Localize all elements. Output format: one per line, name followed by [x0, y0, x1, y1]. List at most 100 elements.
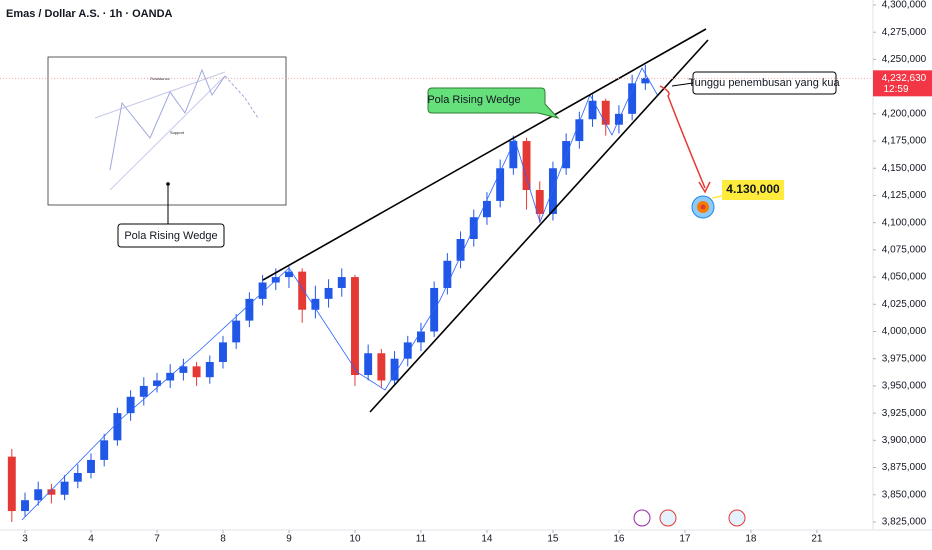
candle-body	[641, 77, 650, 84]
candle-body	[258, 282, 267, 299]
candle-body	[139, 385, 148, 397]
zigzag-line	[21, 67, 659, 521]
candle-body	[522, 141, 531, 191]
y-tick-label: 3,975,000	[882, 353, 927, 364]
event-icon	[633, 509, 651, 527]
wedge-callout	[427, 87, 560, 119]
inset-resistance: Resistance	[150, 76, 171, 81]
x-tick-label: 21	[811, 534, 823, 545]
candle-body	[311, 298, 320, 310]
candle-body	[179, 366, 188, 373]
candle-body	[126, 396, 135, 414]
y-tick-label: 4,100,000	[882, 217, 927, 228]
inset-resistance-line	[94, 71, 226, 119]
x-tick-label: 8	[220, 534, 226, 545]
y-tick-label: 4,125,000	[882, 190, 927, 201]
x-tick-label: 16	[613, 534, 625, 545]
y-tick-label: 4,275,000	[882, 27, 927, 38]
breakout-note: Tunggu penembusan yang kua	[688, 77, 840, 89]
y-tick-label: 3,950,000	[882, 381, 927, 392]
candle-body	[351, 277, 359, 376]
candle-body	[575, 119, 584, 142]
y-tick-label: 4,150,000	[882, 163, 927, 174]
candle-body	[377, 353, 386, 381]
inset-zigzag	[109, 68, 226, 171]
y-tick-label: 4,250,000	[882, 54, 927, 65]
candle-body	[285, 271, 293, 278]
candle-body	[232, 320, 241, 343]
candle-body	[87, 459, 95, 473]
candle-body	[298, 271, 307, 310]
y-tick-label: 4,200,000	[882, 108, 927, 119]
us-flag-icon	[659, 509, 677, 527]
breakout-arrow	[659, 85, 706, 189]
candle-body	[509, 141, 518, 169]
wedge-label: Pola Rising Wedge	[427, 94, 520, 106]
inset-projection	[224, 75, 259, 119]
y-tick-label: 4,175,000	[882, 136, 927, 147]
candle-body	[153, 380, 161, 386]
candle-body	[601, 100, 610, 125]
inset-box	[47, 56, 287, 206]
x-tick-label: 9	[286, 534, 292, 545]
target-connector	[711, 195, 723, 199]
candle-body	[482, 200, 491, 218]
candle-body	[456, 238, 465, 261]
candle-body	[337, 277, 346, 288]
y-tick-label: 3,900,000	[882, 435, 927, 446]
chart-title: Emas / Dollar A.S. · 1h · OANDA	[6, 8, 173, 20]
candle-body	[496, 168, 505, 201]
y-tick-label: 4,050,000	[882, 272, 927, 283]
target-center	[700, 204, 706, 210]
y-tick-label: 3,850,000	[882, 489, 927, 500]
x-tick-label: 3	[22, 534, 28, 545]
x-tick-label: 4	[88, 534, 94, 545]
y-tick-label: 4,075,000	[882, 245, 927, 256]
candle-body	[47, 489, 56, 495]
candle-body	[219, 342, 227, 362]
y-tick-label: 3,825,000	[882, 517, 927, 528]
target-box	[722, 180, 784, 201]
y-tick-label: 4,300,000	[882, 0, 927, 11]
y-tick-label: 4,000,000	[882, 326, 927, 337]
arrow-head	[698, 181, 711, 194]
inset-support-line	[109, 75, 226, 191]
candle-body	[390, 358, 399, 381]
candle-body	[166, 372, 175, 381]
candle-body	[100, 440, 109, 460]
x-tick-label: 7	[154, 534, 160, 545]
candle-body	[628, 83, 637, 114]
countdown: 12:59	[883, 84, 908, 95]
x-tick-label: 11	[416, 534, 427, 545]
candle-body	[34, 489, 43, 501]
candle-body	[416, 331, 425, 343]
drawings: Resistance Support Pola Rising Wedge Pol…	[6, 8, 841, 527]
last-price-label: 4,232,630	[882, 73, 927, 84]
inset-label-box	[117, 223, 225, 248]
candle-body	[7, 456, 16, 512]
candle-body	[324, 287, 333, 299]
y-tick-label: 3,875,000	[882, 462, 927, 473]
candle-body	[113, 413, 122, 441]
x-tick-label: 17	[679, 534, 691, 545]
lower-trendline	[369, 39, 709, 413]
candle-body	[443, 260, 452, 288]
candle-body	[588, 100, 597, 120]
note-box	[692, 71, 837, 95]
candle-body	[21, 500, 29, 512]
candle-body	[245, 298, 254, 321]
x-tick-label: 10	[349, 534, 361, 545]
candle-body	[548, 168, 557, 214]
x-tick-label: 18	[745, 534, 757, 545]
inset-label: Pola Rising Wedge	[124, 230, 217, 242]
candle-body	[73, 472, 82, 482]
candle-body	[364, 353, 373, 376]
inset-support: Support	[170, 130, 185, 135]
candles	[7, 64, 650, 522]
candle-body	[205, 361, 214, 378]
upper-trendline	[262, 28, 707, 281]
target-label: 4.130,000	[726, 182, 780, 196]
y-tick-label: 3,925,000	[882, 408, 927, 419]
note-connector	[671, 82, 694, 87]
